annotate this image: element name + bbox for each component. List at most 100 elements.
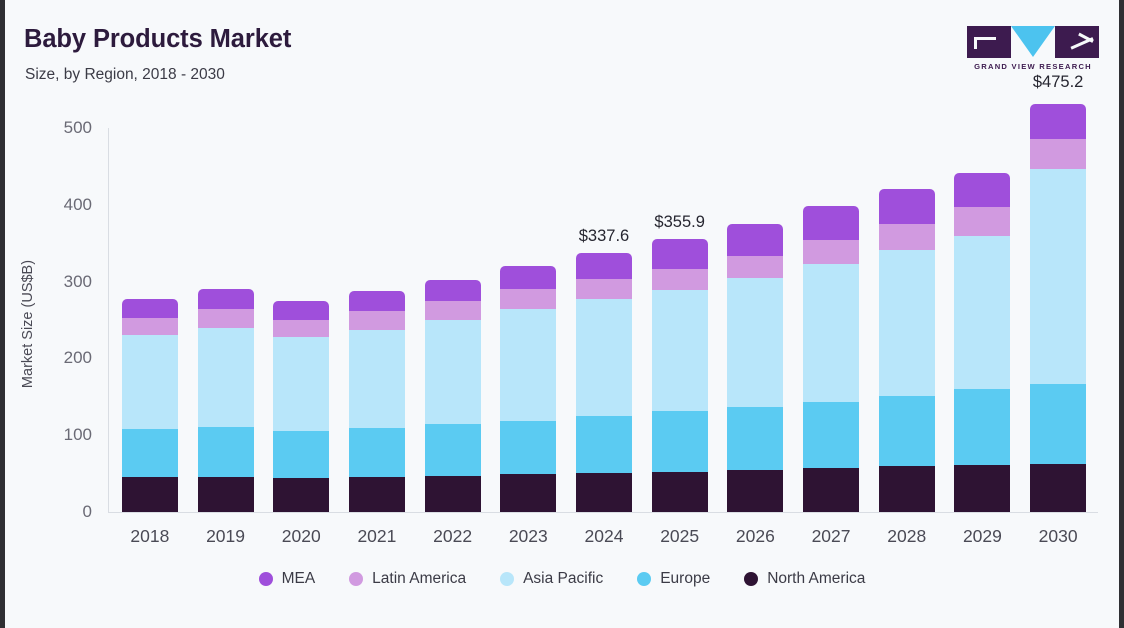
bar-segment-asia-pacific[interactable]	[121, 335, 178, 430]
bar-segment-europe[interactable]	[424, 424, 481, 476]
stacked-bar[interactable]	[727, 223, 784, 512]
bar-column[interactable]	[490, 104, 566, 512]
stacked-bar[interactable]	[803, 206, 860, 512]
stacked-bar[interactable]	[121, 298, 178, 513]
stacked-bar[interactable]	[348, 291, 405, 512]
bar-segment-latin-america[interactable]	[424, 301, 481, 321]
bar-segment-north-america[interactable]	[273, 477, 330, 512]
legend-item-europe[interactable]: Europe	[637, 570, 710, 588]
stacked-bar[interactable]	[273, 300, 330, 512]
bar-segment-latin-america[interactable]	[575, 279, 632, 300]
stacked-bar[interactable]	[878, 189, 935, 512]
bar-segment-asia-pacific[interactable]	[727, 278, 784, 408]
stacked-bar[interactable]	[954, 172, 1011, 512]
bar-segment-north-america[interactable]	[1030, 463, 1087, 512]
bar-segment-latin-america[interactable]	[197, 309, 254, 328]
bar-segment-north-america[interactable]	[954, 464, 1011, 512]
bar-segment-mea[interactable]	[500, 266, 557, 290]
bar-column[interactable]	[188, 104, 264, 512]
bar-segment-europe[interactable]	[575, 415, 632, 473]
bar-segment-mea[interactable]	[575, 252, 632, 280]
stacked-bar[interactable]	[651, 238, 708, 512]
bar-column[interactable]: $355.9	[642, 104, 718, 512]
stacked-bar[interactable]	[575, 252, 632, 512]
bar-segment-europe[interactable]	[954, 389, 1011, 465]
bar-segment-europe[interactable]	[727, 407, 784, 471]
bar-segment-europe[interactable]	[273, 430, 330, 478]
bar-segment-latin-america[interactable]	[803, 240, 860, 264]
bar-segment-mea[interactable]	[424, 279, 481, 302]
bar-segment-north-america[interactable]	[197, 476, 254, 512]
bar-column[interactable]	[112, 104, 188, 512]
stacked-bar[interactable]	[424, 279, 481, 512]
legend-item-latin-america[interactable]: Latin America	[349, 570, 466, 588]
chart-header: Baby Products Market Size, by Region, 20…	[0, 0, 1124, 104]
bar-segment-europe[interactable]	[878, 396, 935, 467]
bar-segment-asia-pacific[interactable]	[273, 337, 330, 431]
bar-segment-europe[interactable]	[121, 429, 178, 478]
bar-segment-asia-pacific[interactable]	[197, 327, 254, 427]
bar-column[interactable]	[718, 104, 794, 512]
legend-item-mea[interactable]: MEA	[258, 570, 315, 588]
bar-segment-asia-pacific[interactable]	[424, 320, 481, 425]
bar-segment-asia-pacific[interactable]	[878, 249, 935, 397]
bar-segment-europe[interactable]	[803, 402, 860, 469]
bar-column[interactable]	[793, 104, 869, 512]
bar-segment-mea[interactable]	[197, 289, 254, 310]
bar-segment-asia-pacific[interactable]	[954, 235, 1011, 390]
bar-segment-europe[interactable]	[651, 411, 708, 472]
stacked-bar[interactable]	[1030, 104, 1087, 512]
x-axis-tick-label: 2020	[281, 526, 321, 546]
bar-segment-mea[interactable]	[348, 291, 405, 312]
bar-segment-asia-pacific[interactable]	[575, 299, 632, 416]
bar-column[interactable]: $475.2	[1020, 73, 1096, 512]
bar-column[interactable]: $337.6	[566, 104, 642, 512]
x-axis-tick-label: 2025	[660, 526, 700, 546]
bar-segment-north-america[interactable]	[878, 466, 935, 512]
bar-segment-north-america[interactable]	[348, 476, 405, 512]
bar-segment-north-america[interactable]	[727, 470, 784, 512]
bar-segment-north-america[interactable]	[651, 471, 708, 512]
bar-segment-latin-america[interactable]	[651, 268, 708, 290]
bar-segment-latin-america[interactable]	[954, 207, 1011, 236]
stacked-bar[interactable]	[500, 266, 557, 512]
stacked-bar[interactable]	[197, 289, 254, 512]
bar-segment-mea[interactable]	[651, 238, 708, 269]
bar-segment-north-america[interactable]	[500, 474, 557, 512]
bar-segment-mea[interactable]	[273, 300, 330, 320]
bar-segment-asia-pacific[interactable]	[1030, 168, 1087, 384]
bar-column[interactable]	[415, 104, 491, 512]
bar-segment-asia-pacific[interactable]	[651, 289, 708, 411]
bar-segment-europe[interactable]	[348, 427, 405, 477]
bar-segment-north-america[interactable]	[575, 472, 632, 512]
bar-column[interactable]	[339, 104, 415, 512]
bar-segment-mea[interactable]	[878, 189, 935, 224]
bar-segment-europe[interactable]	[500, 421, 557, 475]
bar-segment-mea[interactable]	[1030, 104, 1087, 139]
bar-segment-latin-america[interactable]	[500, 289, 557, 310]
bar-segment-asia-pacific[interactable]	[500, 309, 557, 422]
bar-segment-europe[interactable]	[197, 426, 254, 477]
bar-segment-latin-america[interactable]	[273, 319, 330, 338]
bar-segment-latin-america[interactable]	[1030, 138, 1087, 169]
bar-segment-latin-america[interactable]	[878, 223, 935, 250]
bar-segment-mea[interactable]	[727, 223, 784, 256]
bar-segment-mea[interactable]	[954, 172, 1011, 208]
bar-segment-latin-america[interactable]	[121, 317, 178, 336]
bar-column[interactable]	[945, 104, 1021, 512]
bar-segment-north-america[interactable]	[424, 475, 481, 512]
bar-segment-europe[interactable]	[1030, 383, 1087, 464]
bar-segment-north-america[interactable]	[803, 468, 860, 512]
bar-segment-mea[interactable]	[803, 206, 860, 241]
bar-segment-latin-america[interactable]	[727, 255, 784, 279]
bar-segment-asia-pacific[interactable]	[348, 329, 405, 428]
bar-segment-north-america[interactable]	[121, 477, 178, 512]
legend-item-north-america[interactable]: North America	[744, 570, 865, 588]
bar-column[interactable]	[869, 104, 945, 512]
bar-segment-asia-pacific[interactable]	[803, 263, 860, 403]
bar-column[interactable]	[263, 104, 339, 512]
legend-item-asia-pacific[interactable]: Asia Pacific	[500, 570, 603, 588]
bar-segment-mea[interactable]	[121, 298, 178, 318]
bar-segment-latin-america[interactable]	[348, 311, 405, 330]
